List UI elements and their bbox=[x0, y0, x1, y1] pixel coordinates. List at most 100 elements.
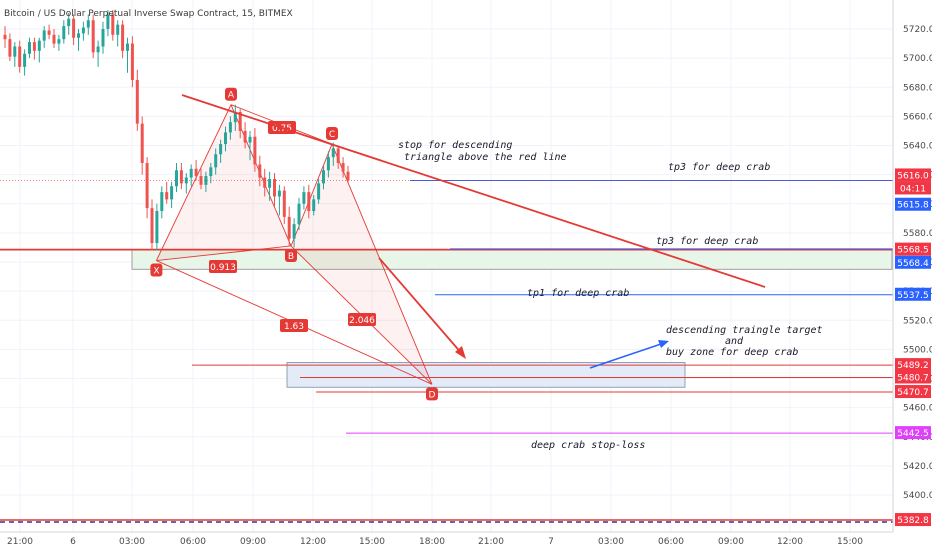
candle-body bbox=[130, 43, 134, 80]
price-tick-label: 5460.0 bbox=[903, 404, 932, 414]
triangle-bcd bbox=[291, 144, 432, 385]
candle-body bbox=[8, 39, 12, 57]
price-axis[interactable]: 5720.05700.05680.05660.05640.05620.05600… bbox=[892, 0, 932, 532]
time-tick-label: 06:00 bbox=[658, 537, 684, 547]
price-label: 04:11 bbox=[900, 184, 926, 194]
candle-body bbox=[302, 192, 306, 204]
price-tick-label: 5660.0 bbox=[903, 112, 932, 122]
candle-body bbox=[135, 79, 139, 124]
candle-body bbox=[326, 157, 330, 171]
candle-body bbox=[32, 42, 36, 51]
candle-body bbox=[37, 40, 41, 51]
zones bbox=[131, 249, 893, 388]
candle-body bbox=[273, 178, 276, 197]
candle-body bbox=[121, 24, 125, 51]
pattern-leg bbox=[155, 104, 232, 261]
candle-body bbox=[106, 14, 110, 29]
time-tick-label: 15:00 bbox=[359, 537, 385, 547]
candle-body bbox=[228, 122, 232, 133]
candle-body bbox=[317, 183, 321, 200]
time-tick-label: 03:00 bbox=[598, 537, 624, 547]
candle-body bbox=[47, 30, 51, 35]
time-tick-label: 21:00 bbox=[7, 537, 33, 547]
price-tick-label: 5420.0 bbox=[903, 462, 932, 472]
price-label: 5442.5 bbox=[897, 429, 929, 439]
down-arrow-head bbox=[455, 346, 466, 359]
annotation-text: stop for descending bbox=[398, 140, 512, 151]
candle-body bbox=[67, 18, 71, 27]
price-label: 5615.8 bbox=[897, 201, 929, 211]
candle-body bbox=[346, 171, 350, 181]
price-label-bg bbox=[895, 168, 931, 182]
candle-body bbox=[189, 168, 193, 178]
candle-body bbox=[263, 177, 267, 188]
price-tick-label: 5640.0 bbox=[903, 142, 932, 152]
time-tick-label: 12:00 bbox=[300, 537, 326, 547]
ratio-label: 0.75 bbox=[272, 124, 292, 134]
price-label-bg bbox=[895, 242, 931, 256]
candle-body bbox=[307, 192, 311, 212]
candle-body bbox=[140, 123, 144, 163]
price-label-bg bbox=[895, 370, 931, 384]
price-tick-label: 5400.0 bbox=[903, 491, 932, 501]
price-label: 5616.0 bbox=[897, 171, 929, 181]
annotation-text: descending traingle target bbox=[666, 325, 823, 336]
price-label: 5470.7 bbox=[897, 388, 929, 398]
candle-body bbox=[175, 170, 178, 187]
candle-body bbox=[155, 211, 159, 244]
point-label: B bbox=[288, 252, 294, 262]
ratio-label: 1.63 bbox=[284, 322, 304, 332]
time-tick-label: 09:00 bbox=[718, 537, 744, 547]
pattern-leg bbox=[331, 143, 433, 385]
candle-body bbox=[322, 170, 325, 184]
candle-body bbox=[116, 24, 120, 35]
candle-body bbox=[292, 224, 296, 239]
annotation-text: tp3 for deep crab bbox=[668, 162, 770, 173]
price-label-bg bbox=[895, 255, 931, 269]
candle-body bbox=[3, 34, 7, 40]
blue-arrow-shaft bbox=[589, 342, 665, 369]
ratio-label-bg bbox=[348, 313, 376, 326]
candle-body bbox=[341, 162, 345, 172]
time-tick-label: 06:00 bbox=[180, 537, 206, 547]
point-label: A bbox=[228, 91, 235, 101]
price-label: 5382.8 bbox=[897, 516, 929, 526]
price-label-bg bbox=[895, 181, 931, 195]
annotation-text: deep crab stop-loss bbox=[531, 440, 645, 451]
candle-body bbox=[282, 190, 286, 217]
overlay-lines bbox=[181, 94, 766, 369]
candle-body bbox=[204, 176, 208, 185]
ratio-label-bg bbox=[280, 319, 308, 332]
time-axis[interactable]: 21:00 6 03:00 06:00 09:00 12:00 15:00 18:00 21:0… bbox=[0, 531, 893, 547]
triangle-xab bbox=[156, 104, 291, 261]
time-tick-label: 18:00 bbox=[419, 537, 445, 547]
candle-body bbox=[28, 42, 31, 54]
point-label-bg bbox=[426, 387, 438, 401]
pattern-leg bbox=[290, 143, 333, 247]
time-tick-label: 6 bbox=[70, 537, 76, 547]
ratio-label-bg bbox=[209, 260, 237, 273]
candle-body bbox=[233, 112, 237, 123]
price-label-bg bbox=[895, 513, 931, 527]
price-label: 5480.7 bbox=[897, 373, 929, 383]
candle-body bbox=[81, 27, 85, 34]
candle-body bbox=[219, 144, 223, 155]
candle-body bbox=[160, 192, 164, 212]
candle-body bbox=[199, 176, 203, 185]
candle-body bbox=[297, 203, 301, 225]
price-label: 5568.5 bbox=[897, 246, 929, 256]
price-tick-label: 5520.0 bbox=[903, 316, 932, 326]
annotation-text: tp1 for deep crab bbox=[527, 288, 629, 299]
price-label-bg bbox=[895, 197, 931, 211]
candle-body bbox=[18, 46, 22, 67]
time-tick-label: 21:00 bbox=[478, 537, 504, 547]
candle-body bbox=[96, 46, 100, 53]
price-tick-label: 5680.0 bbox=[903, 83, 932, 93]
candle-body bbox=[243, 130, 247, 143]
candle-body bbox=[248, 136, 252, 143]
candle-body bbox=[72, 18, 76, 38]
price-tick-label: 5700.0 bbox=[903, 54, 932, 64]
candle-body bbox=[101, 29, 105, 47]
